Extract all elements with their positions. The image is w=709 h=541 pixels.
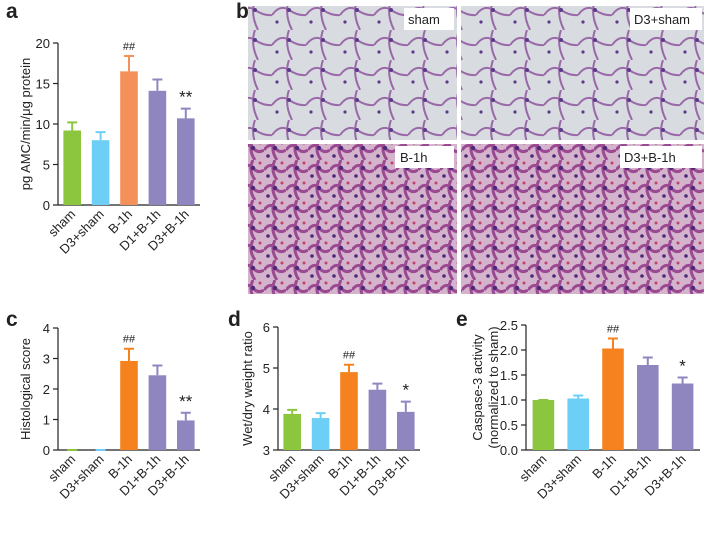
significance-mark: ## — [123, 334, 136, 346]
bar — [176, 420, 195, 450]
label-box — [395, 146, 454, 168]
error-bar — [180, 107, 191, 119]
bar — [532, 400, 555, 450]
micrograph-label: D3+B-1h — [624, 150, 676, 165]
micrograph-label: sham — [408, 12, 440, 27]
y-tick-label: 3 — [263, 443, 270, 458]
label-box — [404, 8, 454, 30]
error-bar — [124, 54, 134, 72]
panel-letter: d — [228, 308, 241, 331]
y-tick-label: 2.5 — [500, 318, 518, 333]
bar — [176, 118, 195, 205]
bar — [396, 411, 415, 450]
significance-mark: ** — [179, 392, 193, 411]
micrograph-grid: sham D3+sham B-1h D3+B-1h — [248, 6, 704, 294]
panel-letter: c — [6, 308, 18, 331]
bar — [120, 71, 138, 205]
error-bar — [152, 364, 163, 376]
significance-mark: * — [679, 357, 686, 376]
error-bar — [315, 412, 326, 419]
error-bar — [372, 382, 383, 390]
bar — [283, 413, 302, 450]
y-axis-label: Caspase-3 activity — [470, 334, 485, 441]
significance-mark: * — [402, 381, 409, 400]
y-tick-label: 15 — [36, 77, 50, 92]
error-bar — [124, 347, 134, 361]
label-box — [620, 146, 702, 168]
bar — [148, 375, 167, 450]
y-axis-label: (normalized to sham) — [486, 326, 501, 448]
y-tick-label: 0.5 — [500, 418, 518, 433]
label-box — [630, 8, 702, 30]
x-tick-label: B-1h — [589, 452, 619, 482]
y-tick-label: 2 — [43, 382, 50, 397]
y-tick-label: 3 — [43, 352, 50, 367]
significance-mark: ## — [343, 350, 356, 362]
y-tick-label: 10 — [36, 117, 50, 132]
significance-mark: ## — [607, 324, 620, 336]
y-axis-label: Histological score — [18, 338, 33, 440]
y-tick-label: 0 — [43, 198, 50, 213]
panel-letter: b — [236, 0, 249, 23]
bar — [567, 398, 589, 450]
bar — [340, 372, 358, 450]
error-bar — [180, 411, 191, 421]
bar — [148, 90, 167, 205]
bar — [63, 130, 82, 205]
y-tick-label: 20 — [36, 36, 50, 51]
micrograph — [248, 144, 457, 294]
error-bar — [677, 376, 688, 384]
y-tick-label: 0 — [43, 443, 50, 458]
micrograph-label: B-1h — [400, 150, 427, 165]
y-tick-label: 2.0 — [500, 343, 518, 358]
y-tick-label: 4 — [263, 402, 270, 417]
bar — [368, 389, 387, 450]
error-bar — [287, 408, 298, 414]
error-bar — [152, 78, 163, 91]
y-tick-label: 1.0 — [500, 393, 518, 408]
y-tick-label: 4 — [43, 321, 50, 336]
y-tick-label: 0.0 — [500, 443, 518, 458]
error-bar — [642, 356, 653, 365]
error-bar — [344, 363, 354, 373]
y-tick-label: 6 — [263, 320, 270, 335]
error-bar — [608, 337, 618, 349]
micrograph — [461, 144, 704, 294]
error-bar — [67, 121, 78, 131]
bar — [637, 365, 659, 450]
panel-letter: e — [456, 308, 468, 331]
significance-mark: ## — [123, 41, 136, 53]
y-tick-label: 1 — [43, 413, 50, 428]
error-bar — [400, 400, 411, 412]
y-axis-label: Wet/dry weight ratio — [240, 331, 255, 446]
panel-letter: a — [6, 0, 18, 23]
bar — [120, 360, 138, 450]
significance-mark: ** — [179, 88, 193, 107]
y-tick-label: 1.5 — [500, 368, 518, 383]
y-axis-label: pg AMC/min/μg protein — [18, 58, 33, 191]
bar — [311, 418, 330, 450]
bar — [602, 348, 624, 450]
y-tick-label: 5 — [43, 158, 50, 173]
bar — [671, 383, 694, 450]
error-bar — [573, 394, 584, 399]
error-bar — [95, 131, 106, 141]
y-tick-label: 5 — [263, 361, 270, 376]
micrograph-label: D3+sham — [634, 12, 690, 27]
bar — [91, 140, 110, 205]
